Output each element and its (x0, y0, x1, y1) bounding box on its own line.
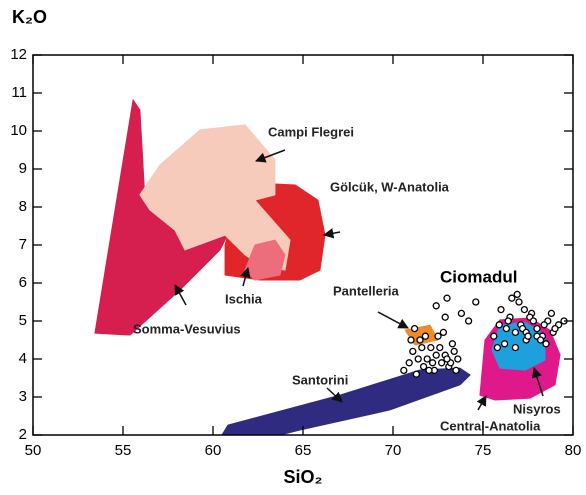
x-tick-label: 65 (295, 442, 312, 459)
arrow (476, 395, 487, 411)
data-point (421, 332, 430, 340)
arrow (255, 149, 286, 163)
x-tick-label: 75 (475, 442, 492, 459)
y-tick-label: 2 (19, 426, 27, 443)
data-point (414, 355, 422, 363)
data-point (508, 294, 516, 302)
x-tick-label: 80 (565, 442, 582, 459)
data-point (533, 324, 541, 333)
data-point (437, 359, 446, 367)
data-point (504, 317, 512, 325)
data-point (407, 336, 415, 344)
data-point (425, 366, 433, 375)
data-point (540, 321, 548, 329)
data-point (524, 332, 532, 340)
y-tick-label: 3 (19, 388, 27, 405)
data-point (551, 324, 559, 333)
data-point (427, 343, 435, 352)
data-point (434, 332, 442, 340)
data-point (520, 305, 529, 314)
data-point (511, 328, 520, 337)
data-point (490, 332, 498, 340)
data-point (547, 309, 556, 318)
y-axis-label: K₂O (12, 7, 47, 27)
data-point (432, 302, 440, 310)
y-tick-label: 10 (10, 122, 27, 139)
data-point (400, 366, 408, 375)
y-tick-label: 4 (19, 350, 27, 367)
data-point (423, 355, 431, 363)
arrow (377, 311, 409, 329)
x-axis-label: SiO₂ (283, 467, 322, 487)
field-label: Ischia (225, 291, 263, 306)
data-point (436, 343, 444, 352)
x-tick-label: 60 (205, 442, 222, 459)
field (139, 124, 291, 271)
field-label: Gölcük, W-Anatolia (330, 179, 450, 194)
data-point (452, 366, 460, 375)
field-label: Nisyros (513, 401, 561, 416)
y-tick-label: 7 (19, 236, 27, 253)
data-point (443, 355, 451, 363)
data-point (428, 359, 437, 367)
field-label: Santorini (292, 372, 348, 387)
field (244, 239, 286, 281)
data-point (464, 317, 473, 325)
x-tick-label: 50 (25, 442, 42, 459)
data-point (450, 347, 458, 356)
y-tick-label: 11 (11, 84, 27, 101)
field-label: Campi Flegrei (268, 124, 354, 139)
data-point (511, 343, 520, 352)
data-point (529, 317, 538, 325)
arrow (326, 387, 343, 403)
points-label: Ciomadul (440, 267, 517, 286)
data-point (457, 309, 466, 318)
data-point (419, 362, 428, 371)
x-tick-label: 55 (115, 442, 132, 459)
y-tick-label: 12 (10, 46, 27, 63)
data-point (513, 290, 521, 299)
arrow (174, 284, 187, 306)
data-point (500, 340, 509, 348)
field (221, 367, 471, 436)
data-point (493, 343, 502, 352)
data-point (542, 340, 550, 348)
data-point (495, 321, 503, 329)
data-point (412, 370, 421, 378)
data-point (409, 347, 417, 356)
data-point (497, 305, 505, 314)
arrow (322, 228, 341, 239)
data-point (536, 336, 545, 344)
field-label: Central-Anatolia (440, 418, 541, 433)
data-point (439, 328, 448, 337)
y-tick-label: 5 (19, 312, 27, 329)
data-point (454, 355, 462, 363)
data-point (502, 324, 511, 333)
data-point (472, 298, 480, 306)
data-point (432, 351, 440, 359)
data-point (410, 324, 419, 333)
y-tick-label: 8 (19, 198, 27, 215)
data-point (405, 359, 413, 367)
data-point (441, 313, 449, 321)
data-point (416, 336, 424, 344)
y-tick-label: 9 (19, 160, 27, 177)
field-label: Pantelleria (333, 283, 400, 298)
arrow (240, 266, 251, 287)
arrow (531, 367, 544, 397)
y-tick-label: 6 (19, 274, 27, 291)
data-point (515, 298, 523, 306)
data-point (448, 340, 457, 348)
data-point (418, 343, 426, 352)
field-label: Somma-Vesuvius (133, 321, 241, 336)
data-point (443, 294, 451, 302)
x-tick-label: 70 (385, 442, 402, 459)
